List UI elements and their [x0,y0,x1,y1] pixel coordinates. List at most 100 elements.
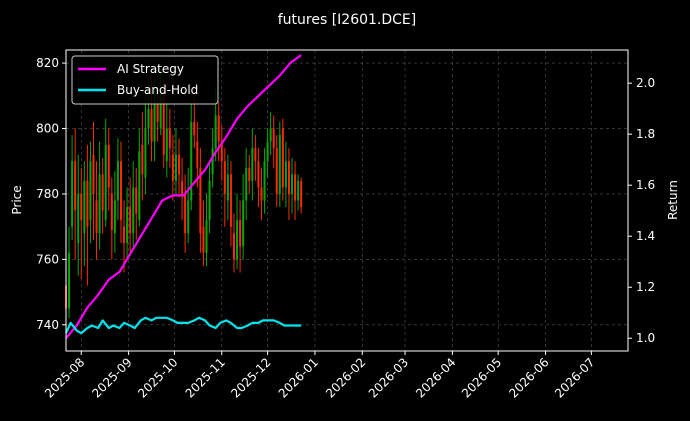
left-tick-label: 780 [36,187,59,201]
candle-body [119,161,122,221]
candle-body [297,180,300,201]
candle-body [223,161,226,194]
candle-body [211,148,214,175]
candle-body [68,252,71,309]
candle-body [168,128,171,149]
candle-body [116,161,119,201]
candle-body [291,174,294,194]
candle-body [138,151,141,221]
right-axis: 1.0 1.2 1.4 1.6 1.8 2.0 [628,76,655,345]
plot-frame [65,49,629,352]
buy-and-hold-line [64,316,302,335]
candle-body [144,128,147,178]
candle-body [205,220,208,253]
candle-body [162,89,165,155]
candle-body [101,174,104,211]
candle-body [266,141,269,162]
candle-body [193,121,196,136]
candle-body [220,141,223,162]
candle-body [232,233,235,260]
candle-body [236,220,239,260]
candle-body [281,128,284,188]
candle-body [80,193,83,221]
candle-body [113,200,116,234]
candle-body [260,187,263,201]
candle-body [147,108,150,129]
candle-body [208,180,211,221]
candle-body [287,161,290,194]
candle-body [92,154,95,194]
candle-body [239,220,242,247]
candle-body [153,102,156,142]
candle-body [132,187,135,234]
candle-body [263,161,266,201]
right-tick-label: 1.8 [636,127,655,141]
candle-body [178,154,181,175]
candle-body [123,226,126,244]
legend: AI Strategy Buy-and-Hold [71,55,219,105]
candle-body [199,167,202,234]
return-lines [64,54,302,339]
candle-body [95,200,98,234]
candle-body [184,193,187,234]
right-tick-label: 1.2 [636,280,655,294]
right-axis-label: Return [666,180,680,220]
candle-body [141,144,144,175]
candle-body [156,102,159,122]
ai-strategy-line [65,54,302,339]
candle-body [74,161,77,211]
candle-body [77,193,80,244]
candle-body [196,141,199,168]
right-tick-label: 1.6 [636,178,655,192]
legend-label-buy-and-hold: Buy-and-Hold [117,83,198,97]
candle-body [129,207,132,234]
right-tick-label: 1.4 [636,229,655,243]
candle-body [214,115,217,149]
candle-body [190,121,193,201]
candle-body [174,154,177,181]
chart-title: futures [I2601.DCE] [278,12,417,28]
left-tick-label: 740 [36,318,59,332]
candle-body [226,174,229,201]
candle-body [257,161,260,188]
candle-body [242,200,245,247]
right-tick-label: 1.0 [636,331,655,345]
candle-body [300,180,303,208]
legend-label-ai-strategy: AI Strategy [117,62,184,76]
candle-body [254,148,257,162]
candle-body [248,167,251,181]
candle-body [278,135,281,194]
legend-box [71,55,219,105]
right-tick-label: 2.0 [636,76,655,90]
candle-body [245,167,248,201]
candle-body [150,108,153,142]
candle-body [229,174,232,227]
candle-body [272,128,275,149]
left-tick-label: 820 [36,56,59,70]
candle-body [202,226,205,253]
candle-body [107,144,110,188]
candle-body [159,89,162,129]
candle-body [104,144,107,221]
candle-body [284,161,287,188]
candle-body [251,148,254,181]
candle-body [217,115,220,142]
candle-body [294,174,297,201]
candle-body [171,154,174,181]
candle-body [126,207,129,244]
candle-body [269,128,272,142]
candle-body [165,128,168,162]
candle-body [71,161,74,227]
candle-body [275,148,278,194]
left-tick-label: 760 [36,252,59,266]
candle-body [83,180,86,234]
candle-body [135,187,138,214]
candle-body [181,180,184,194]
left-axis-label: Price [10,185,24,214]
left-axis: 740 760 780 800 820 [36,56,66,332]
candle-body [98,174,101,234]
candle-body [110,193,113,230]
candle-body [86,180,89,227]
candle-body [187,200,190,234]
